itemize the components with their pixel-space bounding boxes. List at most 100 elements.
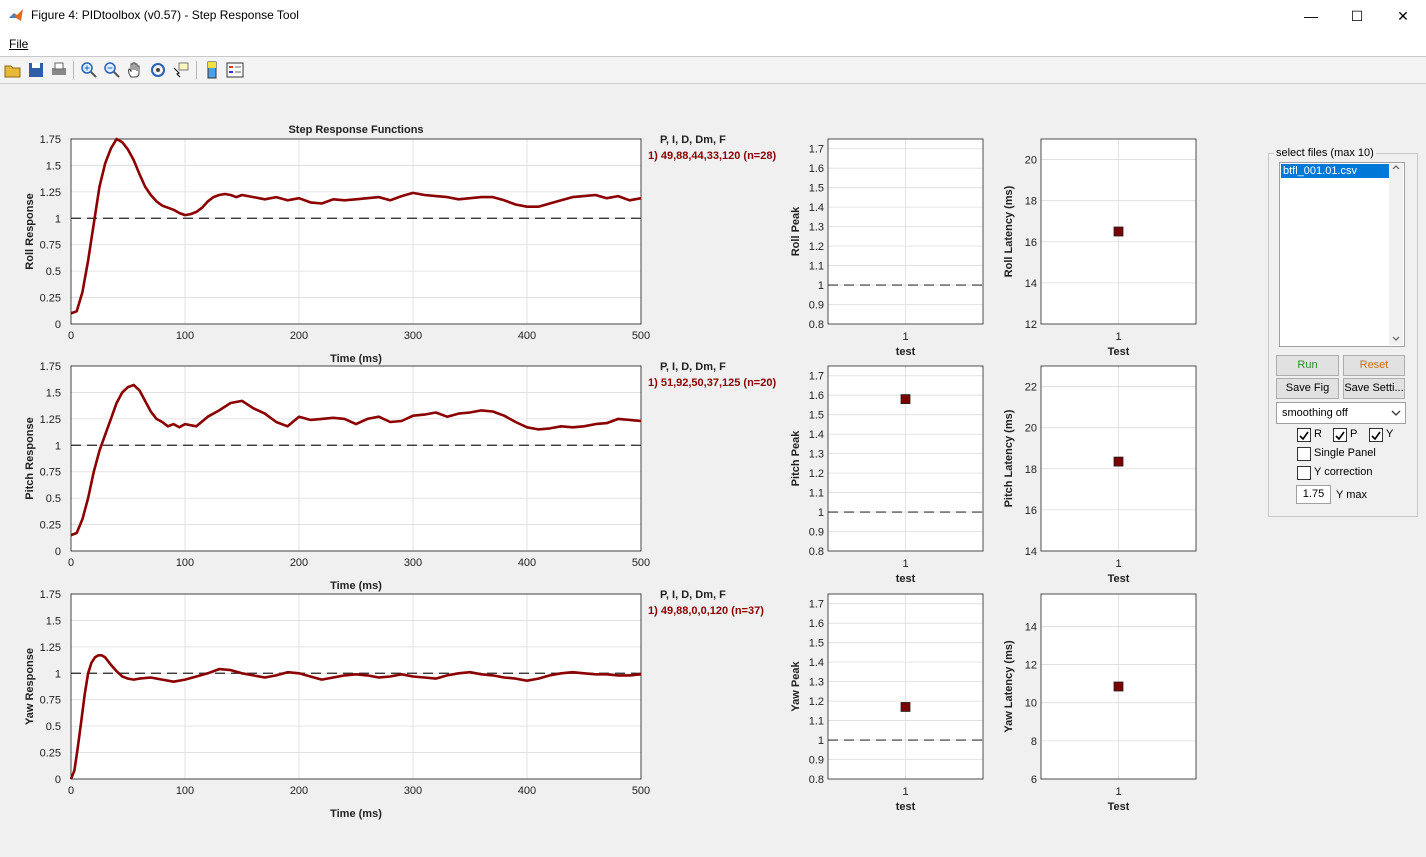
- x-tick-label: 400: [518, 330, 536, 342]
- zoom-in-icon[interactable]: [79, 60, 99, 80]
- r-checkbox[interactable]: [1297, 428, 1311, 442]
- plot-frame: [70, 138, 642, 325]
- y-tick-label: 1.5: [809, 183, 824, 195]
- x-axis-label: Test: [1108, 346, 1130, 358]
- y-tick-label: 0.75: [40, 695, 61, 707]
- y-tick-label: 0.5: [46, 266, 61, 278]
- plot-frame: [1040, 365, 1197, 552]
- x-tick-label: 200: [290, 557, 308, 569]
- y-tick-label: 1.3: [809, 449, 824, 461]
- y-tick-label: 1.7: [809, 371, 824, 383]
- open-icon[interactable]: [3, 60, 23, 80]
- y-tick-label: 0.8: [809, 546, 824, 558]
- y-checkbox[interactable]: [1369, 428, 1383, 442]
- y-tick-label: 1.1: [809, 488, 824, 500]
- y-tick-label: 1.2: [809, 468, 824, 480]
- pid-params-value: 1) 49,88,0,0,120 (n=37): [648, 605, 764, 617]
- pan-icon[interactable]: [125, 60, 145, 80]
- listbox-scrollbar[interactable]: [1389, 164, 1403, 345]
- save-settings-button[interactable]: Save Setti...: [1343, 378, 1405, 399]
- plot-area: [70, 593, 642, 780]
- y-tick-label: 1.5: [46, 160, 61, 172]
- y-tick-label: 1.6: [809, 163, 824, 175]
- plot-frame: [827, 138, 984, 325]
- plot-area: [1041, 139, 1196, 324]
- plot-area: [1041, 366, 1196, 551]
- x-tick-label: 400: [518, 785, 536, 797]
- y-tick-label: 1.7: [809, 599, 824, 611]
- y-axis-label: Yaw Response: [24, 648, 36, 725]
- save-icon[interactable]: [26, 60, 46, 80]
- step-response-line: [70, 137, 642, 315]
- y-tick-label: 1.4: [809, 202, 824, 214]
- scatter-chart-8: 6 8 10 12 14 1 Test Yaw Latency (ms): [1003, 593, 1197, 813]
- scatter-chart-7: 0.8 0.9 1 1.1 1.2 1.3 1.4 1.5 1.6 1.7 1 test Yaw Pea…: [790, 593, 984, 813]
- file-listbox[interactable]: btfl_001.01.csv: [1279, 162, 1405, 347]
- y-tick-label: 1.4: [809, 657, 824, 669]
- x-axis-label: test: [896, 573, 916, 585]
- x-tick-label: 100: [176, 330, 194, 342]
- x-tick-label: 1: [1115, 331, 1121, 343]
- y-tick-label: 1.7: [809, 144, 824, 156]
- single-panel-checkbox[interactable]: [1297, 447, 1311, 461]
- menu-file[interactable]: File: [9, 37, 29, 51]
- minimize-button[interactable]: —: [1304, 8, 1318, 24]
- y-tick-label: 1.25: [40, 642, 61, 654]
- x-axis-label: Test: [1108, 573, 1130, 585]
- print-icon[interactable]: [49, 60, 69, 80]
- y-tick-label: 1.6: [809, 618, 824, 630]
- maximize-button[interactable]: ☐: [1350, 8, 1364, 24]
- y-tick-label: 18: [1025, 196, 1037, 208]
- y-axis-label: Pitch Response: [24, 417, 36, 500]
- run-button[interactable]: Run: [1276, 355, 1339, 376]
- y-tick-label: 12: [1025, 319, 1037, 331]
- y-tick-label: 1.6: [809, 390, 824, 402]
- step-response-line: [70, 383, 642, 537]
- y-tick-label: 1.25: [40, 414, 61, 426]
- p-checkbox[interactable]: [1333, 428, 1347, 442]
- pid-params-header: P, I, D, Dm, F: [660, 589, 726, 601]
- y-tick-label: 1.5: [809, 410, 824, 422]
- plot-area: [828, 594, 983, 779]
- y-tick-label: 20: [1025, 423, 1037, 435]
- y-tick-label: 0.25: [40, 293, 61, 305]
- title-bar: Figure 4: PIDtoolbox (v0.57) - Step Resp…: [0, 0, 1426, 32]
- y-axis-label: Pitch Peak: [790, 430, 802, 487]
- scroll-down-icon: [1392, 336, 1400, 341]
- y-tick-label: 1.25: [40, 187, 61, 199]
- y-correction-checkbox[interactable]: [1297, 466, 1311, 480]
- y-tick-label: 12: [1025, 660, 1037, 672]
- pid-params-header: P, I, D, Dm, F: [660, 134, 726, 146]
- reset-button[interactable]: Reset: [1343, 355, 1405, 376]
- x-tick-label: 0: [68, 557, 74, 569]
- y-tick-label: 1.5: [46, 387, 61, 399]
- y-tick-label: 22: [1025, 382, 1037, 394]
- smoothing-dropdown[interactable]: smoothing off: [1276, 402, 1406, 424]
- y-tick-label: 0: [55, 546, 61, 558]
- x-tick-label: 200: [290, 785, 308, 797]
- rotate-icon[interactable]: [148, 60, 168, 80]
- line-chart-0: 0 100 200 300 400 500 0 0.25 0.5 0.75 1 1.25 1.5 1.75…: [24, 124, 776, 365]
- zoom-out-icon[interactable]: [102, 60, 122, 80]
- file-list-item[interactable]: btfl_001.01.csv: [1281, 164, 1389, 178]
- y-tick-label: 0: [55, 319, 61, 331]
- save-fig-button[interactable]: Save Fig: [1276, 378, 1339, 399]
- x-axis-label: Time (ms): [330, 353, 382, 365]
- x-tick-label: 500: [632, 330, 650, 342]
- close-button[interactable]: ✕: [1397, 8, 1409, 24]
- data-point: [900, 394, 911, 405]
- legend-icon[interactable]: [225, 60, 245, 80]
- x-tick-label: 500: [632, 785, 650, 797]
- step-response-line: [69, 654, 642, 780]
- colorbar-icon[interactable]: [202, 60, 222, 80]
- y-tick-label: 0.5: [46, 493, 61, 505]
- y-axis-label: Roll Peak: [790, 206, 802, 256]
- data-point: [1113, 456, 1124, 467]
- scroll-up-icon: [1392, 165, 1400, 170]
- ymax-input[interactable]: 1.75: [1296, 485, 1331, 504]
- x-tick-label: 1: [1115, 786, 1121, 798]
- y-tick-label: 0.9: [809, 527, 824, 539]
- plot-frame: [70, 593, 642, 780]
- data-cursor-icon[interactable]: [171, 60, 191, 80]
- y-tick-label: 8: [1031, 736, 1037, 748]
